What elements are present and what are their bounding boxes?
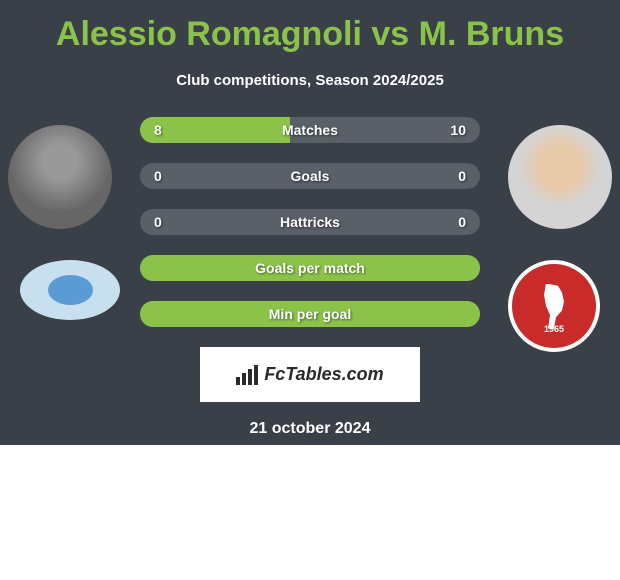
stat-bar: 0 Hattricks 0 <box>140 209 480 235</box>
stat-bar: 0 Goals 0 <box>140 163 480 189</box>
stat-label: Goals per match <box>255 260 365 276</box>
stat-row: 8 Matches 10 <box>140 117 480 143</box>
stat-bar: Goals per match <box>140 255 480 281</box>
season-subtitle: Club competitions, Season 2024/2025 <box>176 72 444 89</box>
club-year: 1965 <box>544 324 564 334</box>
stat-label: Matches <box>282 122 338 138</box>
stat-right-value: 10 <box>450 122 466 138</box>
stat-left-value: 8 <box>154 122 162 138</box>
bar-fill <box>140 117 290 143</box>
stat-label: Goals <box>291 168 330 184</box>
stat-row: 0 Hattricks 0 <box>140 209 480 235</box>
stat-row: 0 Goals 0 <box>140 163 480 189</box>
stat-row: Min per goal <box>140 301 480 327</box>
stat-row: Goals per match <box>140 255 480 281</box>
club-left-logo <box>20 260 120 320</box>
avatar-placeholder <box>8 125 112 229</box>
player-right-photo <box>508 125 612 229</box>
stat-right-value: 0 <box>458 214 466 230</box>
avatar-placeholder <box>508 125 612 229</box>
stat-right-value: 0 <box>458 168 466 184</box>
club-right-logo: 1965 <box>508 260 600 352</box>
comparison-title: Alessio Romagnoli vs M. Bruns <box>56 15 564 54</box>
stat-bar: 8 Matches 10 <box>140 117 480 143</box>
stat-left-value: 0 <box>154 214 162 230</box>
eagle-icon <box>48 275 93 305</box>
stat-left-value: 0 <box>154 168 162 184</box>
comparison-date: 21 october 2024 <box>250 420 371 438</box>
bars-icon <box>236 365 258 385</box>
stat-label: Min per goal <box>269 306 351 322</box>
stat-label: Hattricks <box>280 214 340 230</box>
fctables-badge: FcTables.com <box>200 347 420 402</box>
stat-bar: Min per goal <box>140 301 480 327</box>
brand-text: FcTables.com <box>264 364 383 385</box>
player-left-photo <box>8 125 112 229</box>
horse-icon <box>534 284 574 329</box>
